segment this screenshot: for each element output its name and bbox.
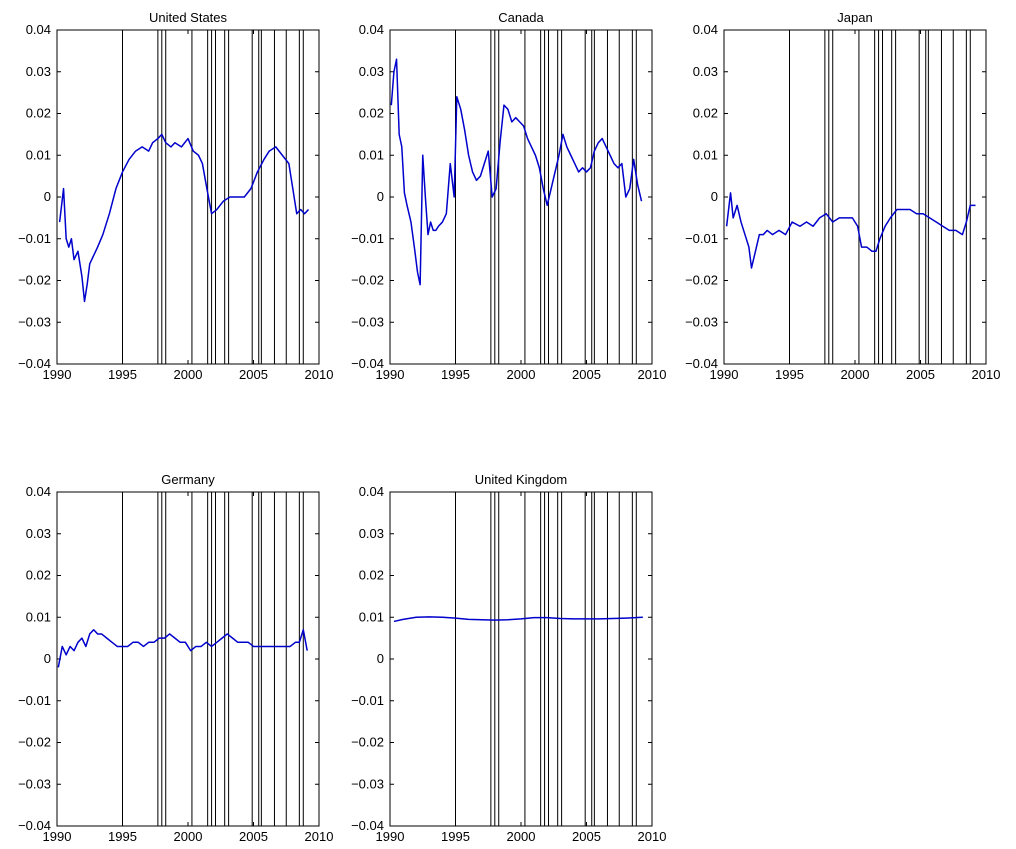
x-tick-label: 2005 bbox=[239, 367, 268, 382]
y-tick-label: 0.02 bbox=[26, 106, 51, 121]
x-tick-label: 2000 bbox=[174, 829, 203, 844]
y-tick-label: 0.02 bbox=[26, 568, 51, 583]
y-tick-label: 0.03 bbox=[693, 64, 718, 79]
y-tick-label: 0.03 bbox=[359, 526, 384, 541]
panel-0: 1990 1995 2000 2005 2010 −0.04 −0.03 −0.02 −0.01… bbox=[18, 10, 333, 382]
x-tick-label: 2010 bbox=[305, 367, 334, 382]
y-tick-label: 0 bbox=[377, 189, 384, 204]
series-line-0 bbox=[393, 616, 643, 623]
x-tick-label: 2005 bbox=[239, 829, 268, 844]
y-tick-label: 0 bbox=[44, 189, 51, 204]
y-tick-label: −0.01 bbox=[685, 231, 718, 246]
x-tick-label: 2005 bbox=[572, 829, 601, 844]
y-tick-label: −0.03 bbox=[351, 776, 384, 791]
x-tick-label: 1995 bbox=[441, 367, 470, 382]
x-tick-label: 2010 bbox=[638, 367, 667, 382]
y-tick-label: 0.01 bbox=[359, 147, 384, 162]
y-tick-label: 0 bbox=[44, 651, 51, 666]
y-tick-label: −0.02 bbox=[18, 273, 51, 288]
x-tick-label: 1990 bbox=[376, 829, 405, 844]
y-tick-label: −0.01 bbox=[18, 693, 51, 708]
x-tick-label: 1995 bbox=[441, 829, 470, 844]
x-tick-label: 1990 bbox=[376, 367, 405, 382]
y-tick-label: −0.01 bbox=[351, 693, 384, 708]
x-tick-label: 1990 bbox=[43, 367, 72, 382]
x-tick-label: 2010 bbox=[638, 829, 667, 844]
x-tick-label: 2000 bbox=[174, 367, 203, 382]
y-tick-label: 0.01 bbox=[26, 609, 51, 624]
panel-title: Canada bbox=[498, 10, 544, 25]
y-tick-label: 0.02 bbox=[359, 568, 384, 583]
y-tick-label: −0.02 bbox=[351, 735, 384, 750]
y-tick-label: −0.04 bbox=[685, 356, 718, 371]
y-tick-label: −0.03 bbox=[18, 314, 51, 329]
y-tick-label: −0.03 bbox=[685, 314, 718, 329]
y-tick-label: −0.02 bbox=[351, 273, 384, 288]
x-tick-label: 1990 bbox=[43, 829, 72, 844]
y-tick-label: −0.02 bbox=[685, 273, 718, 288]
x-tick-label: 1995 bbox=[775, 367, 804, 382]
series-line-0 bbox=[57, 629, 308, 668]
x-tick-label: 2000 bbox=[507, 829, 536, 844]
y-tick-label: −0.04 bbox=[18, 818, 51, 833]
y-tick-label: 0.04 bbox=[359, 22, 384, 37]
y-tick-label: −0.04 bbox=[351, 356, 384, 371]
panel-4: 1990 1995 2000 2005 2010 −0.04 −0.03 −0.02 −0.01… bbox=[351, 472, 666, 844]
plot-frame bbox=[56, 491, 320, 827]
panel-title: Germany bbox=[161, 472, 215, 487]
panel-2: 1990 1995 2000 2005 2010 −0.04 −0.03 −0.02 −0.01… bbox=[685, 10, 1000, 382]
y-tick-label: −0.03 bbox=[18, 776, 51, 791]
panel-title: Japan bbox=[837, 10, 872, 25]
x-tick-label: 1995 bbox=[108, 829, 137, 844]
y-tick-label: 0.01 bbox=[359, 609, 384, 624]
y-tick-label: 0.03 bbox=[359, 64, 384, 79]
y-tick-label: −0.02 bbox=[18, 735, 51, 750]
series-line-0 bbox=[390, 58, 643, 286]
y-tick-label: 0.02 bbox=[359, 106, 384, 121]
x-tick-label: 2005 bbox=[572, 367, 601, 382]
y-tick-label: −0.04 bbox=[18, 356, 51, 371]
panel-title: United States bbox=[149, 10, 228, 25]
y-tick-label: 0.04 bbox=[26, 484, 51, 499]
y-tick-label: 0.03 bbox=[26, 64, 51, 79]
x-tick-label: 2010 bbox=[305, 829, 334, 844]
y-tick-label: −0.04 bbox=[351, 818, 384, 833]
panel-3: 1990 1995 2000 2005 2010 −0.04 −0.03 −0.02 −0.01… bbox=[18, 472, 333, 844]
plot-frame bbox=[389, 29, 653, 365]
y-tick-label: 0 bbox=[711, 189, 718, 204]
y-tick-label: −0.01 bbox=[351, 231, 384, 246]
x-tick-label: 2000 bbox=[841, 367, 870, 382]
panel-title: United Kingdom bbox=[475, 472, 568, 487]
x-tick-label: 2010 bbox=[972, 367, 1001, 382]
x-tick-label: 2000 bbox=[507, 367, 536, 382]
x-tick-label: 2005 bbox=[906, 367, 935, 382]
plot-frame bbox=[389, 491, 653, 827]
panel-1: 1990 1995 2000 2005 2010 −0.04 −0.03 −0.02 −0.01… bbox=[351, 10, 666, 382]
x-tick-label: 1990 bbox=[710, 367, 739, 382]
y-tick-label: 0.02 bbox=[693, 106, 718, 121]
y-tick-label: 0 bbox=[377, 651, 384, 666]
y-tick-label: 0.03 bbox=[26, 526, 51, 541]
series-line-0 bbox=[58, 133, 310, 303]
y-tick-label: 0.04 bbox=[693, 22, 718, 37]
y-tick-label: 0.01 bbox=[26, 147, 51, 162]
plot-frame bbox=[56, 29, 320, 365]
x-tick-label: 1995 bbox=[108, 367, 137, 382]
y-tick-label: 0.04 bbox=[359, 484, 384, 499]
y-tick-label: −0.01 bbox=[18, 231, 51, 246]
plot-frame bbox=[723, 29, 987, 365]
y-tick-label: 0.01 bbox=[693, 147, 718, 162]
y-tick-label: −0.03 bbox=[351, 314, 384, 329]
y-tick-label: 0.04 bbox=[26, 22, 51, 37]
series-line-0 bbox=[725, 192, 976, 269]
